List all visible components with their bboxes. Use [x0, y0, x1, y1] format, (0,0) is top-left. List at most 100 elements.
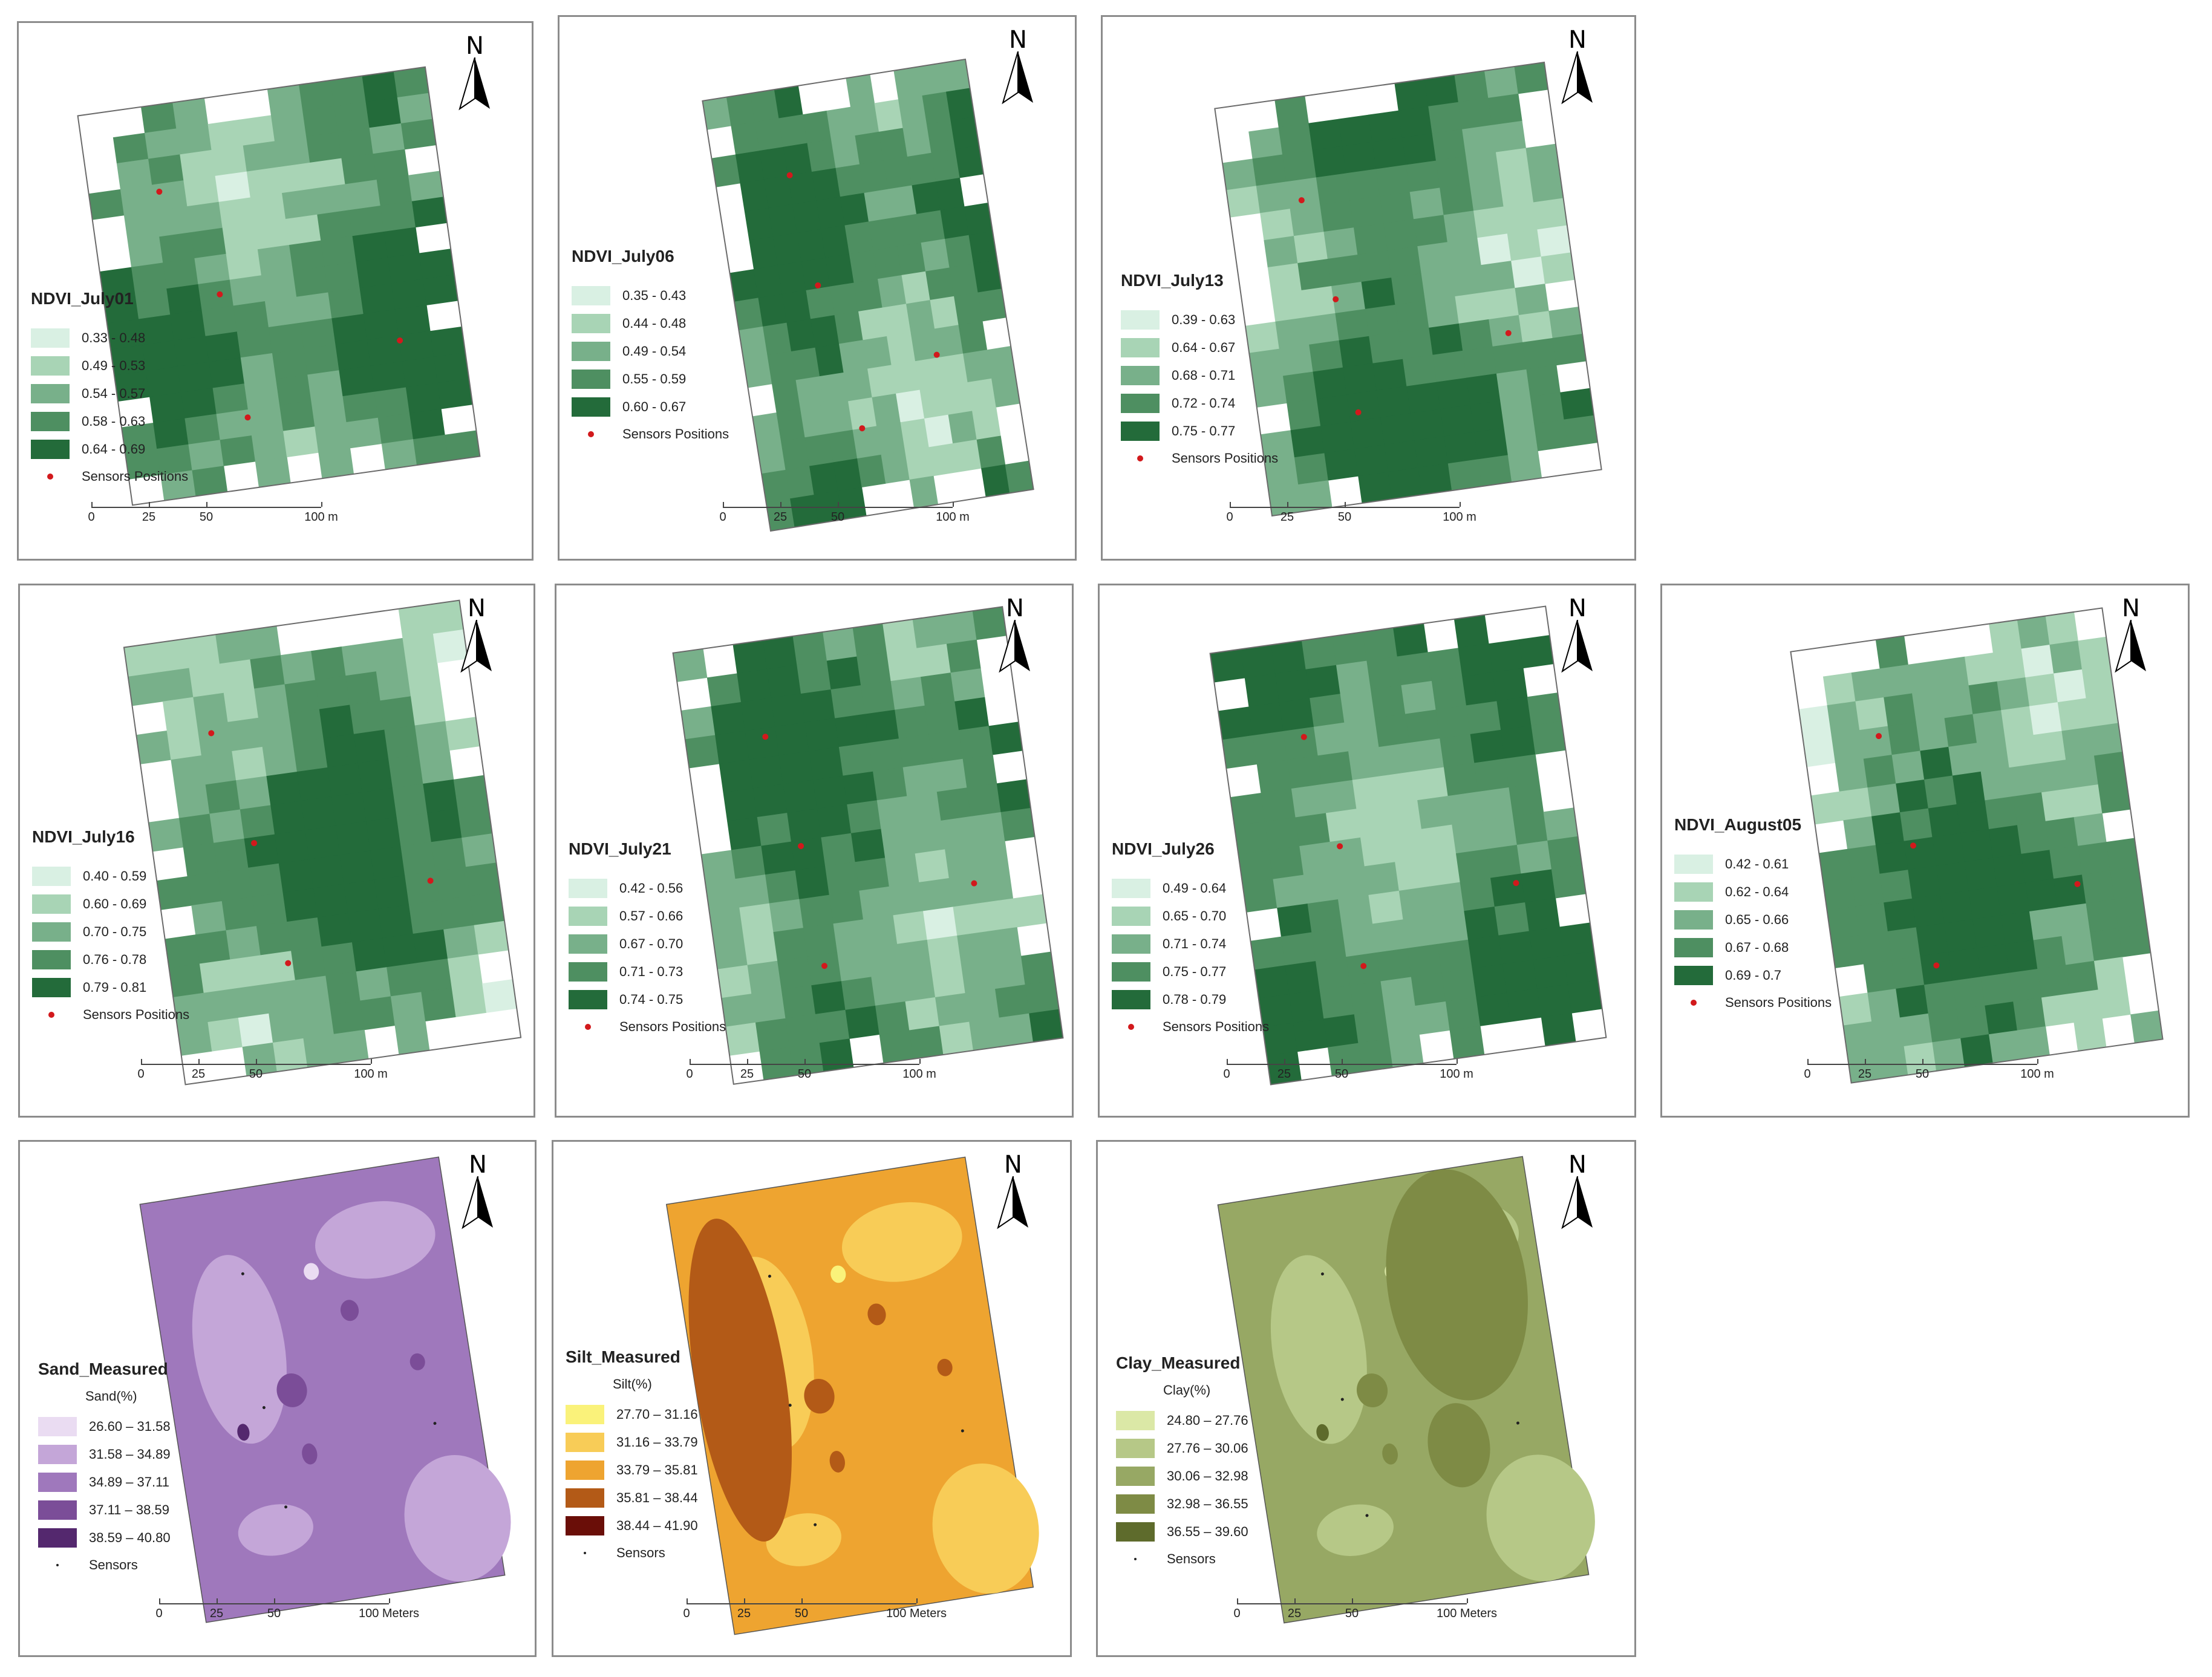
- raster-cell: [1522, 337, 1557, 370]
- raster-cell: [1281, 932, 1316, 966]
- raster-cell: [972, 607, 1007, 640]
- raster-cell: [216, 409, 252, 440]
- raster-cell: [1376, 386, 1411, 418]
- sensor-point: [244, 414, 251, 421]
- raster-cell: [1831, 935, 1864, 969]
- scale-tick: [1227, 1059, 1228, 1064]
- scale-label: 100 Meters: [1436, 1607, 1498, 1620]
- raster-cell: [987, 346, 1016, 379]
- raster-cell: [2045, 611, 2078, 645]
- raster-cell: [1506, 988, 1542, 1022]
- legend-class-label: 26.60 – 31.58: [89, 1419, 171, 1434]
- legend-sensor-entry: Sensors Positions: [569, 1014, 726, 1040]
- raster-cell: [1827, 906, 1860, 940]
- north-label: N: [2122, 594, 2140, 622]
- raster-cell: [335, 821, 371, 856]
- raster-cell: [1928, 804, 1961, 838]
- raster-cell: [837, 948, 872, 982]
- raster-cell: [1980, 767, 2014, 801]
- field-boundary: [672, 606, 1064, 1085]
- raster-cell: [1350, 417, 1385, 449]
- raster-cell: [116, 158, 152, 190]
- legend-class-label: 0.39 - 0.63: [1172, 312, 1236, 327]
- sensor-point: [815, 282, 821, 288]
- raster-cell: [1496, 369, 1531, 402]
- raster-cell: [2049, 640, 2083, 674]
- raster-cell: [121, 423, 157, 454]
- raster-cell: [1466, 373, 1501, 406]
- raster-cell: [1254, 965, 1290, 999]
- raster-cell: [1527, 692, 1562, 726]
- scale-bar: 0 25 50 100 Meters: [1233, 1598, 1497, 1635]
- raster-cell: [262, 742, 298, 777]
- raster-cell: [1537, 984, 1572, 1018]
- raster-cell: [1356, 804, 1392, 838]
- raster-cell: [1875, 841, 1908, 874]
- raster-cell: [948, 873, 984, 907]
- raster-cell: [924, 414, 953, 448]
- raster-cell: [1301, 285, 1336, 318]
- scale-tick: [206, 502, 207, 507]
- raster-cell: [215, 630, 250, 664]
- raster-cell: [413, 434, 449, 466]
- raster-cell: [266, 771, 302, 806]
- legend-class: 33.79 – 35.81: [566, 1456, 698, 1484]
- raster-cell: [2078, 842, 2111, 875]
- raster-cell: [282, 888, 318, 922]
- raster-cell: [846, 74, 875, 108]
- raster-cell: [945, 845, 979, 879]
- legend-class-label: 0.69 - 0.7: [1725, 968, 1781, 983]
- raster-cell: [864, 189, 893, 222]
- legend-swatch: [1112, 934, 1150, 954]
- raster-cell: [762, 469, 791, 503]
- raster-cell: [772, 233, 802, 266]
- raster-cell: [1340, 689, 1375, 723]
- legend-title: NDVI_July01: [31, 289, 134, 308]
- raster-cell: [965, 989, 1000, 1023]
- raster-cell: [166, 284, 203, 315]
- raster-cell: [1410, 409, 1445, 441]
- raster-cell: [387, 963, 422, 997]
- raster-cell: [1275, 317, 1310, 350]
- raster-cell: [432, 629, 468, 663]
- raster-cell: [889, 882, 924, 916]
- raster-cell: [226, 926, 261, 960]
- legend-class: 0.79 - 0.81: [32, 974, 189, 1001]
- raster-cell: [1362, 627, 1398, 662]
- value-zone: [409, 1353, 425, 1370]
- legend-sensor-entry: Sensors: [38, 1552, 171, 1578]
- raster-cell: [244, 379, 280, 410]
- raster-cell: [2090, 928, 2123, 962]
- legend-class-label: 0.55 - 0.59: [622, 371, 687, 386]
- sensor-point: [786, 172, 793, 178]
- scale-tick: [274, 1598, 275, 1603]
- raster-cell: [319, 705, 354, 739]
- legend-class: 24.80 – 27.76: [1116, 1407, 1248, 1434]
- sensor-point: [1505, 330, 1512, 336]
- raster-cell: [205, 331, 241, 363]
- raster-cell: [1354, 444, 1389, 477]
- legend-class-label: 30.06 – 32.98: [1167, 1468, 1248, 1483]
- raster-cell: [417, 959, 452, 992]
- scale-tick: [1342, 1059, 1343, 1064]
- raster-cell: [236, 776, 271, 810]
- raster-cell: [274, 830, 310, 864]
- raster-cell: [419, 249, 455, 279]
- raster-cell: [1282, 150, 1317, 182]
- raster-cell: [2054, 874, 2087, 908]
- sensor-point: [859, 425, 866, 432]
- scale-bar: 0 25 50 100 m: [137, 1059, 388, 1095]
- raster-cell: [1274, 96, 1309, 128]
- raster-cell: [931, 964, 966, 998]
- raster-cell: [387, 253, 423, 284]
- raster-cell: [445, 430, 480, 461]
- legend-swatch: [1121, 422, 1160, 441]
- raster-cell: [406, 662, 442, 697]
- legend-class: 0.64 - 0.69: [31, 435, 188, 463]
- raster-cell: [1336, 660, 1371, 694]
- value-zone: [1316, 1424, 1329, 1441]
- raster-cell: [845, 1005, 880, 1039]
- raster-cell: [777, 261, 807, 295]
- raster-cell: [740, 179, 769, 212]
- raster-cell: [786, 319, 816, 352]
